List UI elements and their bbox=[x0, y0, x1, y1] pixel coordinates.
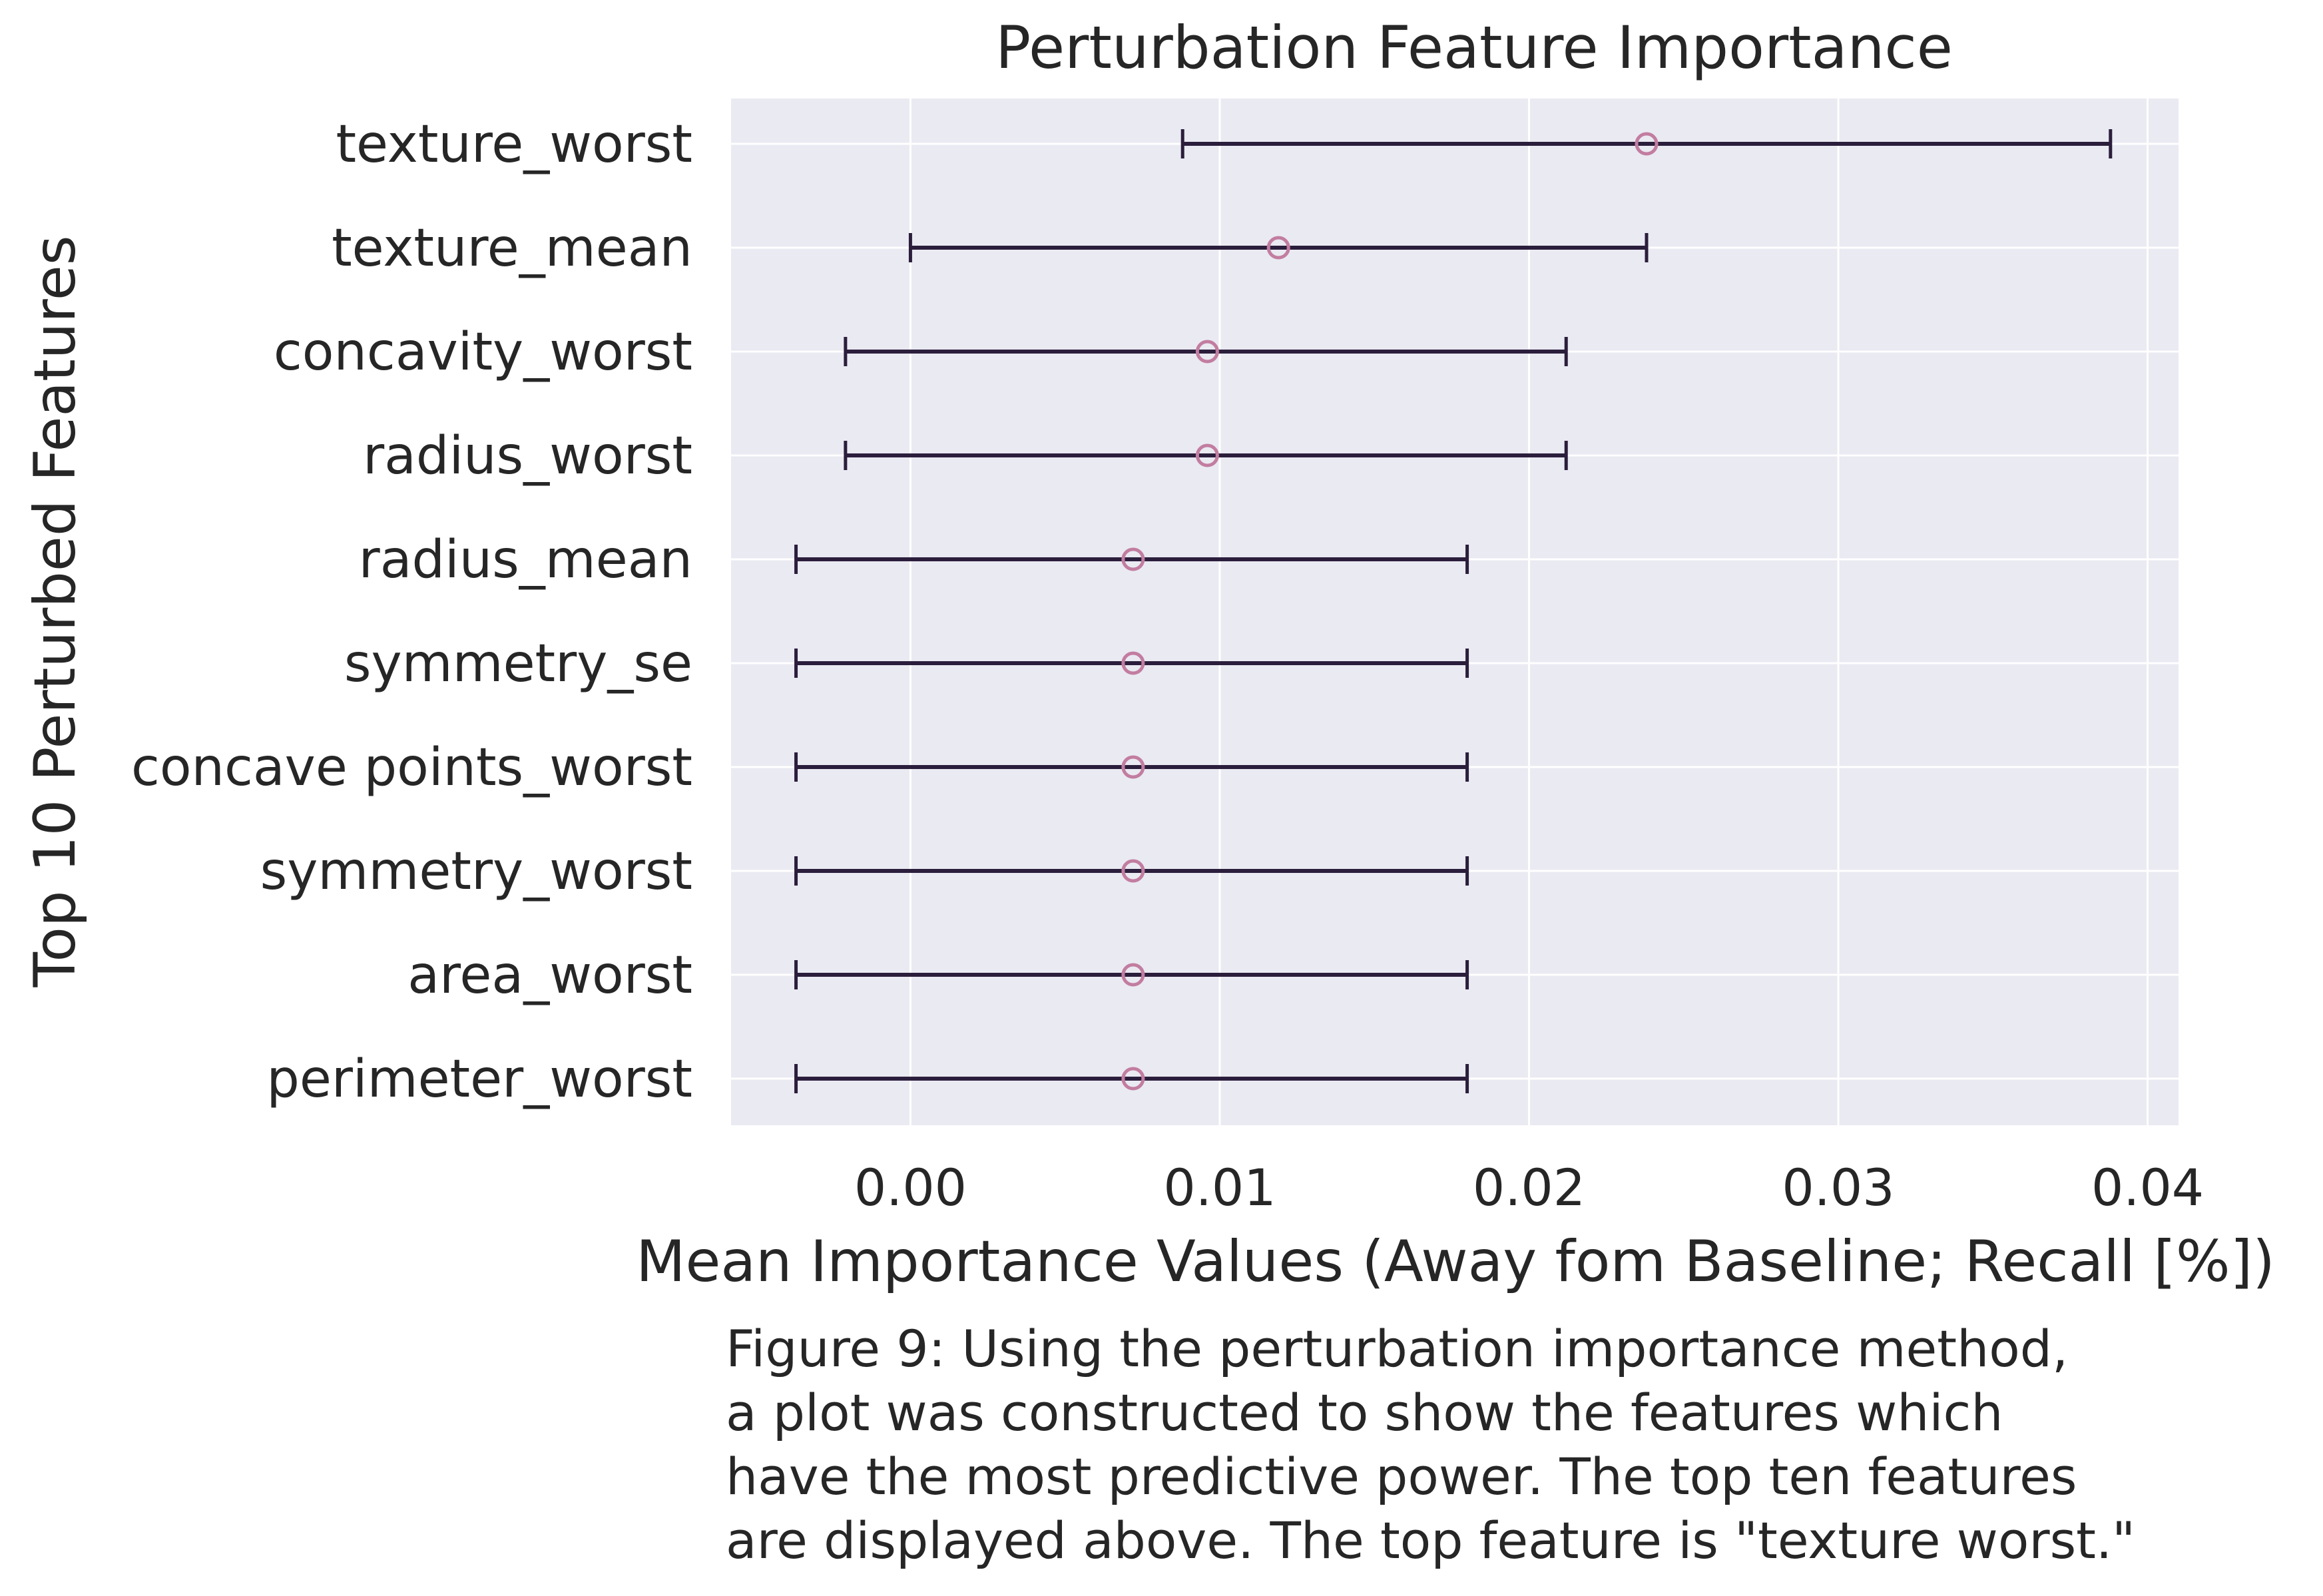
mean-marker bbox=[1266, 236, 1290, 260]
plot-area bbox=[731, 99, 2179, 1125]
x-tick-labels: 0.00 0.01 0.02 0.03 0.04 bbox=[854, 1158, 2204, 1217]
y-tick-label: texture_mean bbox=[332, 218, 692, 278]
chart-title: Perturbation Feature Importance bbox=[995, 13, 1953, 82]
y-tick-label: concavity_worst bbox=[274, 322, 692, 382]
y-tick-label: concave points_worst bbox=[131, 738, 692, 798]
mean-marker bbox=[1121, 963, 1145, 987]
y-tick-label: radius_worst bbox=[363, 426, 692, 486]
x-tick-label: 0.01 bbox=[1163, 1158, 1276, 1217]
y-tick-label: perimeter_worst bbox=[266, 1049, 692, 1109]
feature-importance-chart: texture_worst texture_mean concavity_worst… bbox=[22, 13, 2275, 1295]
y-tick-label: symmetry_se bbox=[344, 634, 692, 694]
x-tick-label: 0.00 bbox=[854, 1158, 967, 1217]
mean-marker bbox=[1121, 1067, 1145, 1091]
figure-caption: Figure 9: Using the perturbation importa… bbox=[726, 1317, 2257, 1573]
mean-marker bbox=[1121, 859, 1145, 883]
caption-line-2: a plot was constructed to show the featu… bbox=[726, 1383, 2003, 1442]
mean-marker bbox=[1635, 132, 1659, 156]
x-tick-label: 0.03 bbox=[1782, 1158, 1894, 1217]
x-tick-label: 0.02 bbox=[1473, 1158, 1585, 1217]
y-tick-labels: texture_worst texture_mean concavity_worst… bbox=[131, 115, 692, 1109]
caption-line-3: have the most predictive power. The top … bbox=[726, 1447, 2077, 1506]
mean-marker bbox=[1195, 443, 1219, 467]
mean-marker bbox=[1121, 755, 1145, 779]
mean-marker bbox=[1121, 651, 1145, 675]
caption-line-4: are displayed above. The top feature is … bbox=[726, 1511, 2136, 1570]
x-tick-label: 0.04 bbox=[2091, 1158, 2204, 1217]
y-tick-label: area_worst bbox=[407, 945, 692, 1005]
mean-marker bbox=[1195, 340, 1219, 364]
caption-line-1: Figure 9: Using the perturbation importa… bbox=[726, 1319, 2069, 1378]
mean-marker bbox=[1121, 547, 1145, 571]
y-axis-label: Top 10 Perturbed Features bbox=[22, 235, 89, 987]
y-tick-label: symmetry_worst bbox=[260, 842, 692, 902]
y-tick-label: radius_mean bbox=[359, 530, 692, 590]
y-tick-label: texture_worst bbox=[336, 115, 692, 174]
error-bars bbox=[794, 129, 2113, 1093]
x-axis-label: Mean Importance Values (Away fom Baselin… bbox=[636, 1228, 2275, 1295]
